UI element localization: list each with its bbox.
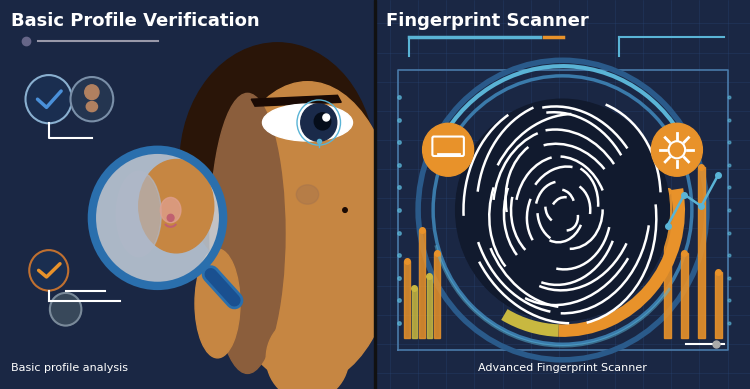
Text: Fingerprint Scanner: Fingerprint Scanner [386, 12, 589, 30]
Circle shape [50, 293, 81, 326]
Ellipse shape [139, 159, 214, 253]
Bar [419, 230, 424, 338]
Text: Basic profile analysis: Basic profile analysis [11, 363, 128, 373]
Circle shape [301, 104, 337, 141]
Circle shape [314, 113, 331, 130]
Circle shape [423, 123, 474, 176]
Circle shape [29, 250, 68, 291]
Circle shape [455, 99, 669, 321]
Bar [404, 261, 410, 338]
Ellipse shape [296, 185, 319, 204]
Ellipse shape [262, 104, 352, 141]
Ellipse shape [180, 43, 375, 284]
Bar [412, 288, 417, 338]
Circle shape [70, 77, 113, 121]
Ellipse shape [266, 315, 349, 389]
Bar [681, 253, 688, 338]
Circle shape [92, 150, 224, 286]
Circle shape [167, 214, 174, 221]
Text: Basic Profile Verification: Basic Profile Verification [11, 12, 260, 30]
Bar [434, 253, 439, 338]
Bar [664, 191, 670, 338]
Bar [427, 276, 432, 338]
Ellipse shape [195, 249, 240, 358]
Circle shape [651, 123, 702, 176]
Ellipse shape [217, 82, 398, 385]
Text: Advanced Fingerprint Scanner: Advanced Fingerprint Scanner [478, 363, 647, 373]
Polygon shape [251, 95, 341, 106]
Circle shape [343, 208, 347, 212]
Circle shape [26, 75, 72, 123]
Ellipse shape [160, 198, 181, 223]
Bar [715, 272, 722, 338]
Circle shape [322, 114, 330, 121]
Circle shape [85, 85, 99, 100]
Ellipse shape [86, 102, 98, 112]
Ellipse shape [116, 171, 161, 257]
Ellipse shape [210, 93, 285, 373]
Bar [698, 167, 705, 338]
